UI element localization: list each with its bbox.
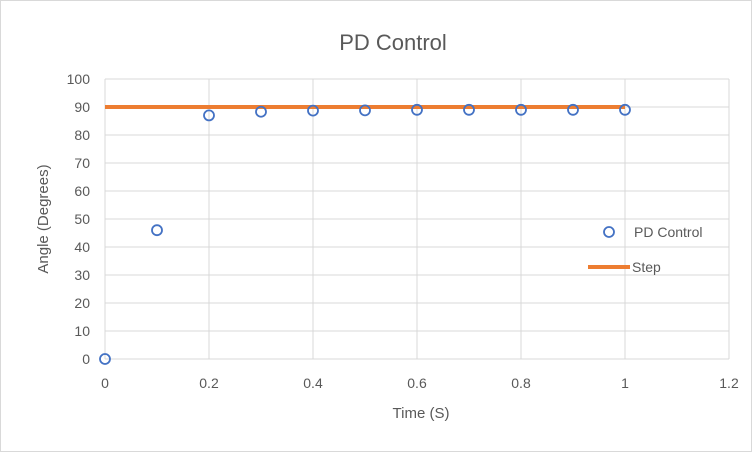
y-tick-label: 50 xyxy=(74,211,90,227)
x-tick-labels: 0 0.2 0.4 0.6 0.8 1 1.2 xyxy=(101,375,739,391)
pd-control-point xyxy=(515,103,527,116)
pd-control-point xyxy=(99,353,111,365)
legend-label: PD Control xyxy=(634,224,702,240)
x-tick-label: 1.2 xyxy=(719,375,739,391)
x-tick-label: 1 xyxy=(621,375,629,391)
y-axis-label: Angle (Degrees) xyxy=(35,164,52,273)
y-tick-label: 70 xyxy=(74,155,90,171)
x-tick-label: 0.4 xyxy=(303,375,323,391)
y-tick-label: 90 xyxy=(74,99,90,115)
chart-title: PD Control xyxy=(339,30,447,55)
x-tick-label: 0.2 xyxy=(199,375,219,391)
x-tick-label: 0.6 xyxy=(407,375,427,391)
y-tick-label: 60 xyxy=(74,183,90,199)
pd-control-point xyxy=(619,103,631,116)
y-tick-label: 40 xyxy=(74,239,90,255)
y-tick-label: 80 xyxy=(74,127,90,143)
y-tick-label: 20 xyxy=(74,295,90,311)
pd-control-point xyxy=(567,103,579,116)
y-tick-label: 30 xyxy=(74,267,90,283)
x-tick-label: 0 xyxy=(101,375,109,391)
legend: PD Control Step xyxy=(588,224,702,275)
x-tick-label: 0.8 xyxy=(511,375,531,391)
legend-marker-pd-control xyxy=(603,226,615,238)
pd-control-point xyxy=(359,104,371,117)
y-tick-label: 100 xyxy=(67,71,91,87)
y-tick-label: 0 xyxy=(82,351,90,367)
pd-control-point xyxy=(255,105,267,118)
legend-label: Step xyxy=(632,259,661,275)
pd-control-point xyxy=(463,103,475,116)
pd-control-point xyxy=(307,104,319,117)
x-axis-label: Time (S) xyxy=(393,405,450,422)
y-tick-labels: 0 10 20 30 40 50 60 70 80 90 100 xyxy=(67,71,91,367)
pd-control-point xyxy=(151,224,163,237)
y-tick-label: 10 xyxy=(74,323,90,339)
series-layer xyxy=(99,103,631,365)
pd-control-point xyxy=(203,109,215,122)
pd-control-point xyxy=(411,103,423,116)
grid xyxy=(104,78,730,360)
